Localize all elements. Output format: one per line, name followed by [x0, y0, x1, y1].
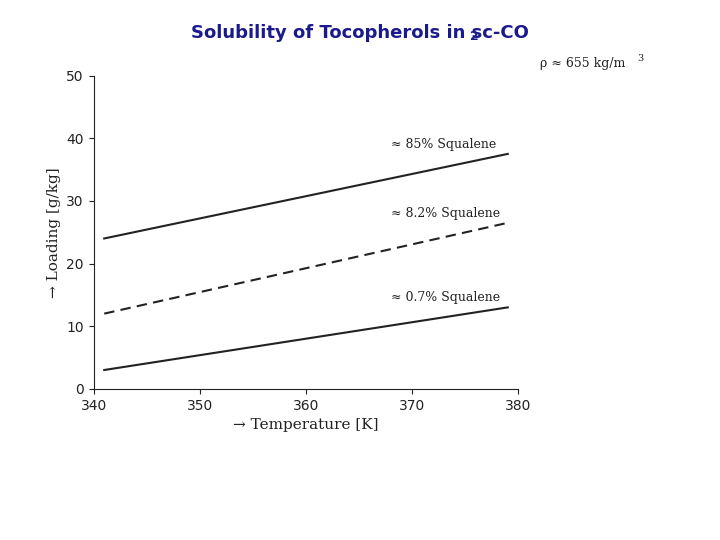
X-axis label: → Temperature [K]: → Temperature [K]	[233, 418, 379, 432]
Text: 3: 3	[637, 54, 644, 63]
Text: Solubility of Tocopherols in sc-CO: Solubility of Tocopherols in sc-CO	[191, 24, 529, 42]
Text: ρ ≈ 655 kg/m: ρ ≈ 655 kg/m	[540, 57, 626, 70]
Text: ≈ 8.2% Squalene: ≈ 8.2% Squalene	[391, 207, 500, 220]
Text: 2: 2	[470, 30, 479, 43]
Text: ≈ 85% Squalene: ≈ 85% Squalene	[391, 138, 496, 151]
Text: ≈ 0.7% Squalene: ≈ 0.7% Squalene	[391, 291, 500, 304]
Y-axis label: → Loading [g/kg]: → Loading [g/kg]	[47, 167, 60, 298]
